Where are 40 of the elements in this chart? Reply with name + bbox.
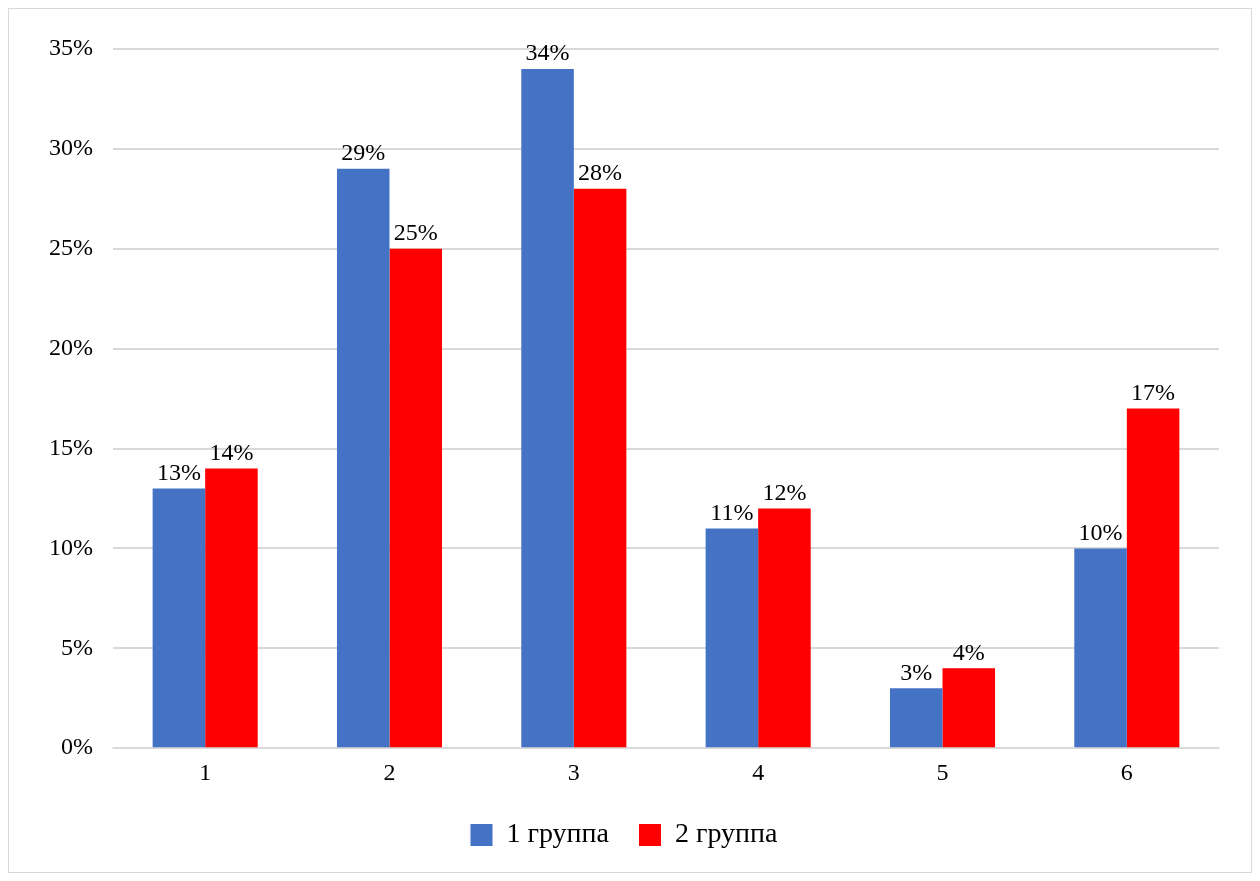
bar [573, 188, 627, 748]
bar [705, 528, 759, 748]
legend-label: 1 группа [506, 817, 610, 849]
legend-label: 2 группа [675, 817, 779, 849]
data-label: 10% [1078, 518, 1123, 545]
bar [521, 68, 574, 748]
y-tick-label: 20% [48, 333, 93, 360]
x-tick-label: 5 [936, 758, 949, 785]
data-label: 29% [341, 139, 386, 166]
y-tick-label: 35% [48, 34, 93, 61]
bar [1126, 408, 1180, 748]
bar [336, 168, 390, 748]
y-tick-label: 25% [48, 234, 93, 261]
data-label: 14% [209, 438, 254, 465]
x-tick-label: 3 [567, 758, 580, 785]
y-tick-label: 30% [48, 134, 93, 161]
bar [152, 488, 206, 748]
x-tick-label: 1 [199, 758, 212, 785]
x-tick-label: 2 [383, 758, 396, 785]
bar [758, 508, 811, 748]
bar [889, 688, 943, 748]
y-tick-label: 0% [60, 733, 93, 760]
data-label: 34% [525, 39, 570, 66]
data-label: 13% [156, 458, 201, 485]
data-label: 4% [952, 638, 985, 665]
data-label: 25% [393, 219, 438, 246]
bar [942, 668, 996, 748]
bar [389, 248, 443, 748]
data-label: 11% [710, 498, 754, 525]
data-label: 12% [762, 478, 807, 505]
bar [205, 468, 258, 748]
data-label: 17% [1131, 378, 1176, 405]
data-label: 28% [578, 159, 623, 186]
x-tick-label: 6 [1120, 758, 1133, 785]
data-label: 3% [900, 658, 933, 685]
y-tick-label: 5% [60, 633, 93, 660]
y-tick-label: 10% [48, 533, 93, 560]
y-tick-label: 15% [48, 433, 93, 460]
bar [1074, 548, 1127, 748]
x-tick-label: 4 [752, 758, 765, 785]
